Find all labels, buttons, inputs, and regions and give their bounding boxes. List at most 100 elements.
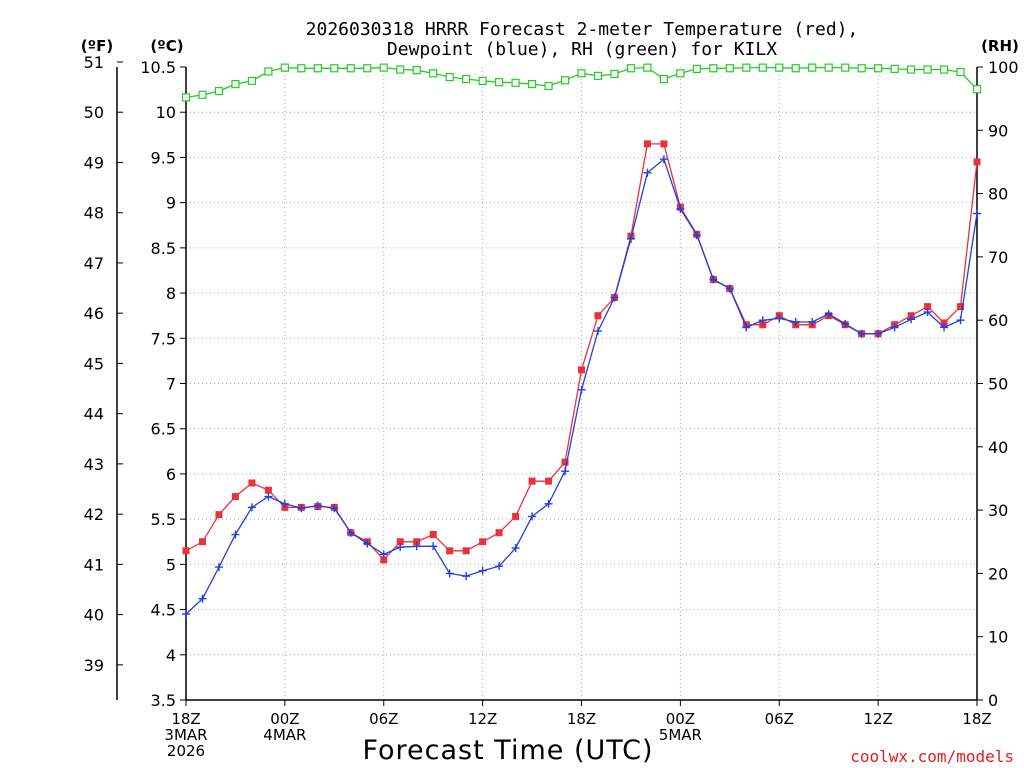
rh-point-10 [346,64,355,73]
rh-point-18 [478,76,487,86]
2-meter-temperature-point-12 [380,556,388,564]
dewpoint-point-6 [280,499,289,508]
dewpoint-point-22 [544,499,553,508]
2-meter-temperature-point-0 [182,547,190,555]
rh-point-4 [247,76,257,86]
celsius-tick-label-1: 4 [166,646,176,665]
celsius-tick-label-4: 5.5 [151,510,176,529]
rh-tick-label-6: 60 [988,311,1008,330]
fahrenheit-tick-label-2: 41 [84,555,104,574]
time-tick-label-2-0: 06Z [369,710,398,728]
celsius-tick-label-8: 7.5 [151,329,176,348]
rh-tick-label-10: 100 [988,58,1019,77]
time-tick-label-8-0: 18Z [962,710,991,728]
rh-point-31 [692,64,701,73]
fahrenheit-tick-label-11: 50 [84,103,104,122]
rh-point-13 [396,65,405,74]
fahrenheit-tick-label-0: 39 [84,656,104,675]
fahrenheit-unit-label: (ºF) [81,37,113,55]
fahrenheit-tick-label-7: 46 [84,304,104,323]
dewpoint-point-38 [808,318,817,327]
rh-point-14 [412,66,421,75]
dewpoint-point-11 [363,539,372,548]
time-tick-label-4-0: 18Z [567,710,596,728]
time-tick-label-3-0: 12Z [468,710,497,728]
time-tick-label-0-1: 3MAR [164,726,207,744]
dewpoint-point-5 [264,492,273,501]
2-meter-temperature-point-24 [578,366,585,374]
rh-unit-label: (RH) [981,37,1019,55]
rh-point-19 [495,78,504,87]
rh-point-36 [775,63,784,72]
dewpoint-point-48 [973,209,981,218]
rh-point-38 [808,63,817,72]
2-meter-temperature-point-29 [660,140,668,148]
rh-tick-label-5: 50 [988,375,1008,394]
rh-point-1 [198,90,207,99]
2-meter-temperature-point-47 [957,303,965,311]
celsius-tick-label-0: 3.5 [151,691,176,710]
series-layer [181,63,982,619]
celsius-tick-label-6: 6.5 [151,420,176,439]
dewpoint-point-37 [791,318,800,327]
rh-point-3 [231,79,240,89]
2-meter-temperature-point-21 [528,477,536,485]
2-meter-temperature-point-23 [561,458,569,466]
rh-point-40 [841,63,850,72]
celsius-unit-label: (ºC) [150,37,183,55]
rh-point-33 [725,64,734,73]
rh-point-5 [264,67,273,76]
celsius-axis-ticks: 3.5 4 4.5 5 5.5 6 6.5 7 7.5 8 8.5 9 9.5 10 10.5 [140,58,186,710]
rh-point-37 [791,64,800,73]
dewpoint-point-16 [445,569,454,578]
credit-label: coolwx.com/models [850,747,1014,766]
x-axis-label: Forecast Time (UTC) [362,735,653,766]
2-meter-temperature-point-17 [462,547,470,555]
dewpoint-point-29 [659,155,668,164]
dewpoint-point-41 [857,329,866,338]
rh-point-25 [593,71,603,80]
dewpoint-point-39 [824,309,833,318]
fahrenheit-tick-label-5: 44 [84,405,104,424]
rh-point-0 [181,93,191,102]
2-meter-temperature-point-46 [940,319,948,327]
rh-point-28 [643,63,652,72]
rh-point-44 [906,65,916,74]
rh-tick-label-1: 10 [988,628,1008,647]
dewpoint-point-15 [429,542,438,551]
rh-point-8 [313,64,322,73]
2-meter-temperature-point-15 [429,531,437,539]
grid-lines [186,67,977,700]
rh-point-32 [709,64,718,73]
rh-point-34 [742,63,751,72]
dewpoint-point-27 [626,234,635,243]
celsius-tick-label-9: 8 [166,284,176,303]
2-meter-temperature-point-13 [396,538,404,546]
rh-point-30 [676,69,685,78]
2-meter-temperature-point-4 [248,479,256,487]
celsius-tick-label-11: 9 [166,194,176,213]
2-meter-temperature-point-1 [198,538,206,546]
rh-point-21 [527,79,537,89]
time-tick-label-6-0: 06Z [765,710,794,728]
2-meter-temperature-point-18 [479,538,487,546]
dewpoint-point-7 [297,504,306,513]
2-meter-temperature-point-25 [594,312,602,320]
dewpoint-point-34 [742,323,751,332]
rh-point-45 [923,65,932,74]
rh-tick-label-7: 70 [988,248,1008,267]
dewpoint-point-17 [462,572,471,581]
time-tick-label-0-0: 18Z [171,710,200,728]
time-tick-label-0-2: 2026 [167,742,205,760]
fahrenheit-tick-label-9: 48 [84,204,104,223]
rh-point-48 [972,85,982,94]
time-tick-label-1-1: 4MAR [263,726,306,744]
dewpoint-point-9 [330,504,339,513]
2-meter-temperature-point-16 [446,547,454,555]
dewpoint-point-47 [956,316,965,325]
dewpoint-point-10 [346,528,355,537]
2-meter-temperature-point-22 [545,477,553,485]
chart-title-line-1: 2026030318 HRRR Forecast 2-meter Tempera… [306,19,859,40]
2-meter-temperature-point-5 [264,486,272,494]
